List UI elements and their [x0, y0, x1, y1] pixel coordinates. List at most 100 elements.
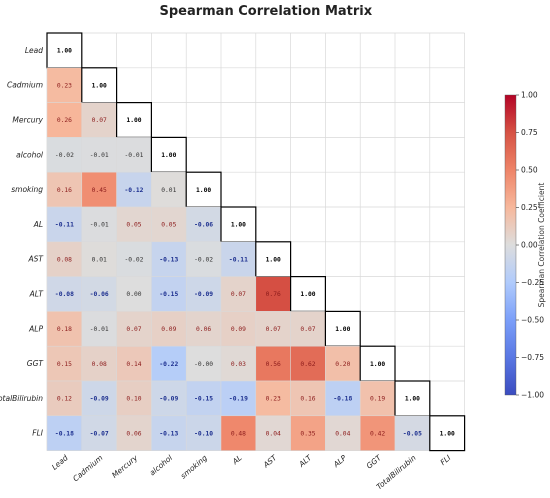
- cell-value-label: 1.00: [57, 48, 72, 55]
- row-label: TotalBilirubin: [0, 394, 43, 403]
- cell-value-label: -0.02: [125, 256, 144, 263]
- heatmap-cell: [46, 241, 83, 277]
- cell-value-label: 0.06: [126, 430, 141, 437]
- cell-value-label: -0.09: [159, 396, 178, 403]
- cell-value-label: -0.13: [159, 430, 178, 437]
- cell-value-label: -0.09: [90, 396, 109, 403]
- row-label: Cadmium: [7, 81, 43, 90]
- heatmap-cell: [81, 311, 117, 347]
- cell-value-label: 0.19: [370, 396, 385, 403]
- cell-value-label: 1.00: [196, 187, 211, 194]
- row-label: GGT: [27, 359, 45, 368]
- column-label: smoking: [179, 453, 209, 480]
- cell-value-label: 0.16: [57, 187, 72, 194]
- heatmap-cell: [220, 380, 257, 417]
- column-labels: Lead Cadmium Mercury alcohol smoking AL AST ALT…: [50, 452, 453, 491]
- heatmap-cell: [185, 345, 222, 382]
- column-label: AL: [230, 453, 244, 467]
- heatmap-cell: [116, 276, 152, 312]
- chart-title: Spearman Correlation Matrix: [159, 4, 372, 19]
- heatmap-cell-diagonal: [429, 415, 466, 452]
- cell-value-label: 0.18: [57, 326, 72, 333]
- row-label: ALP: [28, 324, 43, 333]
- cell-value-label: -0.19: [229, 396, 248, 403]
- cell-value-label: 0.10: [126, 396, 141, 403]
- heatmap-cell: [81, 241, 117, 277]
- cell-value-label: -0.22: [159, 361, 178, 368]
- row-label: AST: [28, 255, 45, 264]
- heatmap-cell: [359, 380, 396, 417]
- colorbar-tick-label: 0.50: [521, 166, 538, 175]
- column-label: FLI: [438, 453, 453, 467]
- heatmap-cell: [220, 311, 257, 347]
- cell-value-label: -0.01: [90, 152, 109, 159]
- cell-value-label: 1.00: [266, 256, 281, 263]
- colorbar-label: Spearman Correlation Coefficient: [537, 183, 546, 308]
- cell-value-label: 0.62: [300, 361, 315, 368]
- cell-value-label: -0.06: [90, 291, 109, 298]
- cell-value-label: 1.00: [231, 222, 246, 229]
- colorbar-tick-label: −0.75: [521, 353, 544, 362]
- cell-value-label: 1.00: [440, 430, 455, 437]
- cell-value-label: -0.07: [90, 430, 109, 437]
- heatmap-cell: [185, 206, 222, 243]
- heatmap-cell: [81, 102, 117, 138]
- heatmap-cell-diagonal: [359, 345, 396, 382]
- heatmap-cell: [220, 241, 257, 277]
- cell-value-label: 1.00: [92, 82, 107, 89]
- heatmap-cell-diagonal: [394, 380, 431, 417]
- heatmap-cell: [185, 415, 222, 451]
- heatmap-cell: [46, 137, 83, 173]
- colorbar-tick-label: 0.00: [521, 241, 538, 250]
- cell-value-label: 1.00: [405, 396, 420, 403]
- cell-value-label: 1.00: [161, 152, 176, 159]
- heatmap-cell: [116, 171, 152, 208]
- cell-value-label: 0.05: [161, 222, 176, 229]
- cell-value-label: 0.20: [335, 361, 350, 368]
- row-label: Mercury: [12, 116, 43, 125]
- heatmap-cell: [116, 241, 152, 277]
- heatmap-cell: [81, 276, 117, 312]
- cell-value-label: -0.00: [194, 361, 213, 368]
- cell-value-label: 0.14: [126, 361, 141, 368]
- cell-value-label: 0.07: [92, 117, 107, 124]
- cell-value-label: -0.06: [194, 222, 213, 229]
- cell-value-label: -0.01: [90, 222, 109, 229]
- cell-value-label: 0.09: [161, 326, 176, 333]
- row-label: FLI: [32, 429, 43, 438]
- colorbar: Spearman Correlation Coefficient 1.00 0.7…: [504, 91, 546, 400]
- heatmap-cell: [116, 415, 152, 451]
- row-label: AL: [33, 220, 43, 229]
- colorbar-tick-label: 0.75: [521, 128, 538, 137]
- cell-value-label: 1.00: [126, 117, 141, 124]
- cell-value-label: 0.23: [57, 82, 72, 89]
- heatmap-cell: [185, 276, 222, 312]
- cell-value-label: 0.00: [126, 291, 141, 298]
- cell-value-label: 0.48: [231, 430, 246, 437]
- column-label: ALT: [296, 452, 314, 469]
- colorbar-tick-label: −0.50: [521, 316, 544, 325]
- cell-value-label: 0.04: [335, 430, 350, 437]
- cell-value-label: 0.07: [231, 291, 246, 298]
- heatmap-cell: [81, 415, 117, 451]
- heatmap-cell: [46, 380, 83, 417]
- cell-value-label: 0.08: [92, 361, 107, 368]
- heatmap-cell: [325, 380, 361, 417]
- colorbar-tick-label: 0.25: [521, 203, 538, 212]
- cell-value-label: 1.00: [370, 361, 385, 368]
- heatmap-cell: [116, 345, 152, 382]
- cell-value-label: 0.26: [57, 117, 72, 124]
- row-label: alcohol: [16, 150, 44, 159]
- heatmap-cell: [255, 345, 291, 382]
- cell-value-label: 0.07: [266, 326, 281, 333]
- cell-value-label: -0.18: [333, 396, 352, 403]
- heatmap-cell: [151, 311, 187, 347]
- cell-value-label: -0.10: [194, 430, 213, 437]
- heatmap-cell: [394, 415, 431, 451]
- cell-value-label: 0.07: [126, 326, 141, 333]
- cell-value-label: 0.16: [300, 396, 315, 403]
- cell-value-label: 0.09: [231, 326, 246, 333]
- cell-value-label: 0.76: [266, 291, 281, 298]
- heatmap-cell: [81, 137, 117, 173]
- cell-value-label: 0.01: [92, 256, 107, 263]
